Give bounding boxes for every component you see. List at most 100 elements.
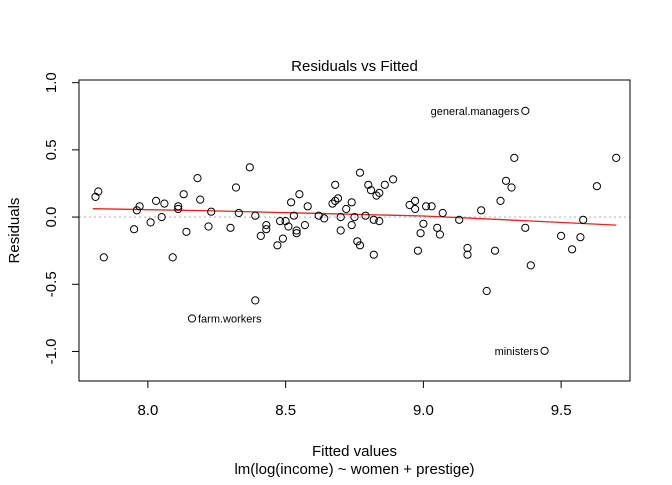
data-point [422,202,431,211]
data-point [369,215,378,224]
data-point [501,176,511,185]
y-axis-label: Residuals [6,198,23,264]
x-tick-label: 8.5 [275,402,296,419]
data-point [427,202,436,211]
data-point [287,198,296,207]
data-point [433,223,442,232]
data-point [411,204,420,214]
data-point [207,207,216,216]
data-point [355,241,365,250]
point-label: general.managers [431,106,520,118]
data-point [226,223,235,232]
axes-layer: 8.0 8.5 9.0 9.5 -1.0 -0.5 0.0 0.5 1.0 [43,72,572,419]
data-point [413,246,422,255]
data-point [389,175,398,184]
data-point [234,208,243,218]
data-point [99,253,108,262]
data-point [521,223,530,232]
x-tick-label: 9.0 [413,402,434,419]
data-point [292,229,301,238]
point-label: ministers [495,346,540,358]
data-point [256,231,265,240]
data-point [157,213,166,222]
data-point [375,188,384,197]
data-point [160,199,169,208]
data-point [130,225,139,234]
data-point [463,250,472,259]
data-point [174,202,183,211]
data-point [331,180,340,189]
data-point [300,221,309,230]
data-point [251,211,260,220]
data-point [251,296,260,305]
data-point [364,180,373,189]
data-point [174,204,183,214]
data-point [369,250,378,259]
data-point [557,231,566,240]
data-point [336,213,345,222]
x-tick-label: 8.0 [137,402,158,419]
data-point [482,286,491,296]
data-point [463,243,472,253]
data-point [245,163,254,172]
data-point [347,198,356,207]
data-point [320,214,329,223]
data-point [579,215,588,224]
data-point [372,191,381,200]
data-point [292,226,301,235]
data-point [411,196,420,205]
data-point [375,217,384,226]
smooth-trend-line [92,208,617,226]
point-label: farm.workers [198,314,262,326]
data-point [438,208,447,218]
points-layer [91,106,621,355]
data-point [273,241,282,250]
data-point [196,195,205,204]
data-point [152,196,161,205]
data-point [336,226,345,235]
data-point [342,204,351,214]
data-point [262,221,271,230]
data-point [231,183,241,192]
data-point [94,187,103,196]
smooth-line-layer [92,208,617,226]
data-point [490,246,500,255]
data-point [333,194,343,203]
data-point [526,261,535,270]
data-point [612,153,621,162]
chart-title: Residuals vs Fitted [291,58,418,75]
data-point [289,211,298,220]
data-point [179,190,188,199]
data-point [284,222,293,231]
x-axis-sublabel: lm(log(income) ~ women + prestige) [234,461,474,478]
data-point [295,190,304,199]
x-tick-label: 9.5 [551,402,572,419]
data-point [416,229,425,238]
data-point [507,183,516,192]
data-point [355,168,365,177]
y-tick-label: -0.5 [43,271,60,297]
data-point [262,225,271,234]
data-point [405,200,414,210]
data-point [435,230,444,239]
data-point [477,206,486,215]
data-point [276,217,285,226]
data-point [331,196,340,205]
y-tick-label: 0.0 [43,207,60,228]
data-point [496,196,505,205]
data-point [568,245,577,254]
data-point [187,314,197,323]
data-point [350,213,359,222]
data-point [168,253,177,262]
data-point [510,153,519,162]
data-point [576,233,585,242]
y-tick-label: 1.0 [43,72,60,93]
data-point [540,346,549,355]
data-point [193,174,202,183]
data-point [455,215,464,224]
data-point [419,219,428,228]
plot-frame [78,79,631,382]
data-point [380,180,389,189]
